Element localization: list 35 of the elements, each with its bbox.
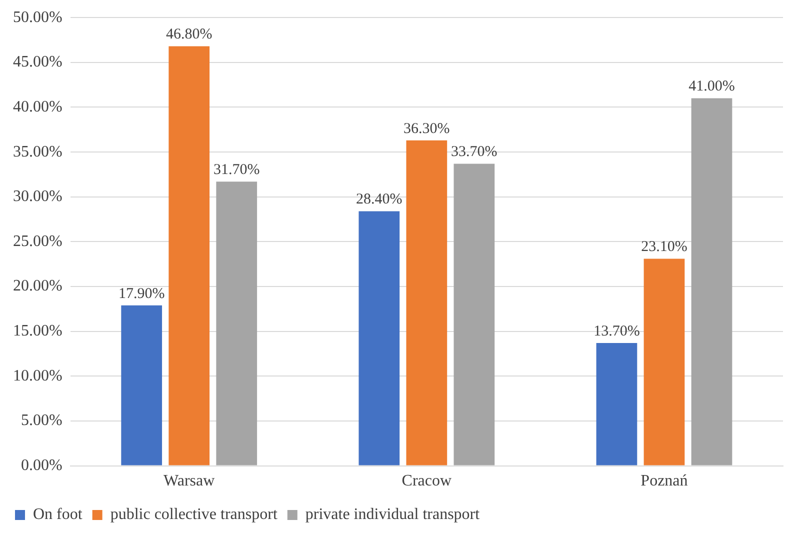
bar xyxy=(168,46,210,466)
bar xyxy=(454,164,495,466)
data-label: 23.10% xyxy=(641,239,688,256)
data-label: 46.80% xyxy=(166,26,212,43)
y-tick-label: 15.00% xyxy=(13,322,62,340)
bar xyxy=(644,258,685,466)
data-label: 28.40% xyxy=(356,192,402,208)
data-label: 17.90% xyxy=(118,286,165,302)
bar xyxy=(691,98,732,466)
y-tick-label: 20.00% xyxy=(13,278,62,295)
y-tick-label: 45.00% xyxy=(13,54,62,71)
data-label: 41.00% xyxy=(688,78,735,95)
data-label: 33.70% xyxy=(451,144,498,160)
y-tick-label: 10.00% xyxy=(13,367,62,384)
data-label: 13.70% xyxy=(594,323,640,340)
y-tick-label: 0.00% xyxy=(21,457,62,474)
data-label: 31.70% xyxy=(213,162,260,178)
bar xyxy=(596,342,638,466)
bar xyxy=(121,305,162,466)
y-tick-label: 40.00% xyxy=(13,98,62,116)
y-tick-label: 5.00% xyxy=(21,412,62,430)
bar xyxy=(216,182,258,466)
bar xyxy=(358,211,400,466)
y-tick-label: 25.00% xyxy=(13,232,62,250)
x-tick-label: Warsaw xyxy=(164,472,216,490)
y-tick-label: 30.00% xyxy=(13,188,62,206)
bar xyxy=(406,140,448,466)
y-tick-label: 50.00% xyxy=(13,8,62,26)
x-tick-label: Poznań xyxy=(640,472,688,490)
legend-label: On foot xyxy=(33,506,83,524)
y-tick-label: 35.00% xyxy=(13,143,62,160)
legend-label: public collective transport xyxy=(110,506,278,524)
legend-label: private individual transport xyxy=(305,506,480,524)
data-label: 36.30% xyxy=(404,120,450,137)
x-tick-label: Cracow xyxy=(402,472,452,490)
